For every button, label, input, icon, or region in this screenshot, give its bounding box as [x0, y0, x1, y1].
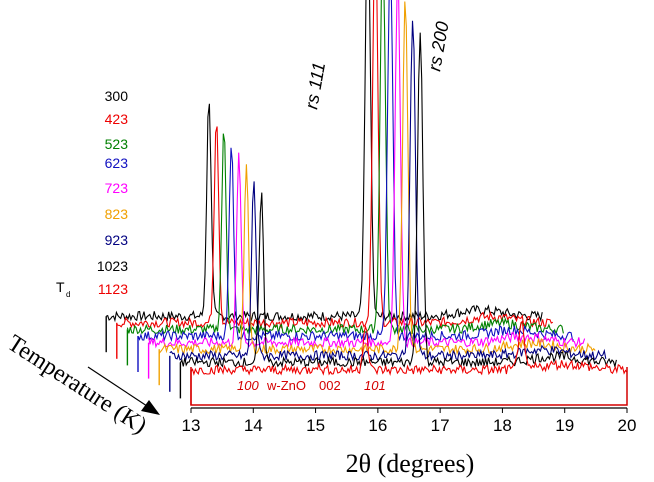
temperature-axis-label: Temperature (K): [3, 330, 152, 439]
legend-entry-723: 723: [105, 180, 129, 196]
legend-entry-423: 423: [105, 111, 129, 127]
peak-label-rs111: rs 111: [301, 61, 329, 111]
annotations: rs 111 rs 200 100 w-ZnO 002 101: [237, 20, 453, 393]
legend-entry-523: 523: [105, 136, 129, 152]
traces-layer: [105, 0, 628, 405]
temperature-axis: Temperature (K): [3, 330, 160, 439]
x-tick-labels: 13 14 15 16 17 18 19 20: [182, 408, 637, 435]
legend-entry-823: 823: [105, 206, 129, 222]
temperature-axis-arrow-line: [87, 366, 151, 409]
legend-entry-1123: 1123: [98, 281, 128, 297]
x-axis-label: 2θ (degrees): [346, 449, 475, 478]
series-trace-300: [105, 0, 543, 323]
series-trace-1023: [179, 32, 617, 369]
legend-title: T: [56, 279, 65, 295]
x-tick-label: 14: [244, 416, 263, 435]
annotation-0: 100: [237, 378, 259, 393]
annotation-3: 101: [364, 378, 386, 393]
series-trace-623: [137, 0, 574, 343]
front-baseline-box: [190, 367, 628, 406]
temperature-legend: 300 423 523 623 723 823 923 1023 1123 T d: [56, 88, 128, 299]
x-tick-label: 13: [182, 416, 201, 435]
x-tick-label: 20: [618, 416, 637, 435]
frame-layer: [190, 367, 628, 409]
legend-title-subscript: d: [66, 290, 70, 299]
x-tick-label: 15: [306, 416, 325, 435]
annotation-2: 002: [319, 378, 341, 393]
series-trace-523: [126, 0, 564, 336]
series-trace-1123: [190, 320, 628, 377]
x-tick-label: 19: [555, 416, 574, 435]
x-tick-label: 16: [368, 416, 387, 435]
legend-entry-1023: 1023: [97, 258, 128, 274]
legend-entry-300: 300: [105, 88, 129, 104]
legend-entry-923: 923: [105, 232, 129, 248]
temperature-axis-arrowhead: [141, 400, 160, 415]
series-trace-423: [116, 0, 554, 329]
peak-label-rs200: rs 200: [424, 20, 452, 73]
series-trace-823: [158, 1, 596, 356]
legend-entry-623: 623: [105, 155, 129, 171]
series-trace-923: [169, 20, 607, 362]
annotation-1: w-ZnO: [266, 378, 306, 393]
x-tick-label: 18: [493, 416, 512, 435]
x-tick-label: 17: [431, 416, 450, 435]
